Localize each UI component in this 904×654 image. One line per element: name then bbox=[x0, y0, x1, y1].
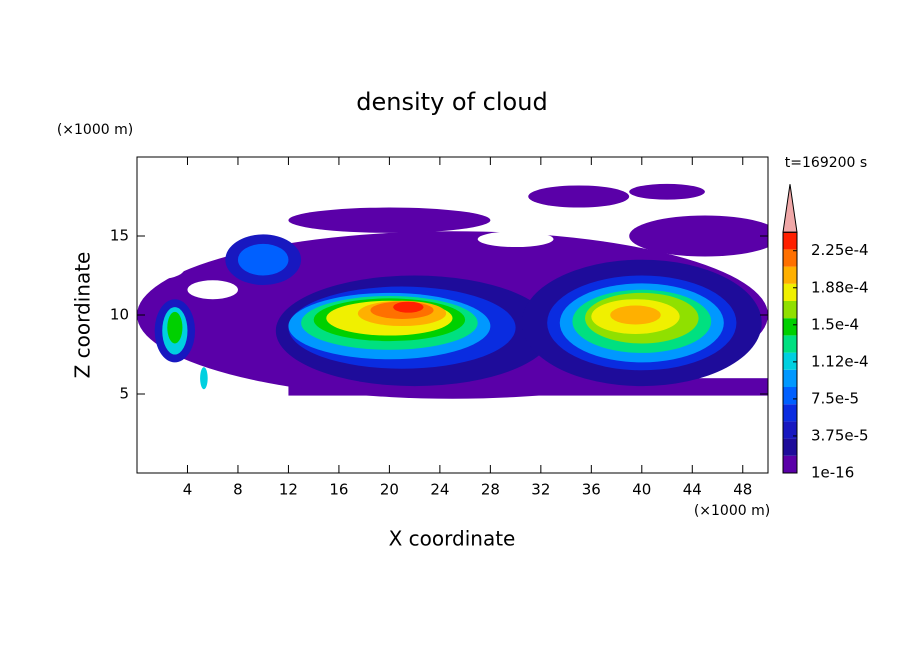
contour-region bbox=[137, 375, 165, 388]
colorbar-band bbox=[783, 318, 797, 336]
contour-region bbox=[629, 183, 705, 200]
colorbar-band bbox=[783, 387, 797, 405]
colorbar-extend bbox=[782, 184, 798, 233]
contour-field bbox=[137, 183, 768, 399]
colorbar-tick-label: 1.12e-4 bbox=[811, 352, 869, 370]
x-unit: (×1000 m) bbox=[694, 503, 770, 519]
colorbar-band bbox=[783, 335, 797, 353]
x-tick-label: 4 bbox=[183, 481, 193, 499]
colorbar-frame bbox=[782, 231, 798, 474]
contour-region bbox=[200, 367, 208, 390]
time-label: t=169200 s bbox=[785, 155, 867, 171]
colorbar-tick-label: 1.88e-4 bbox=[811, 278, 869, 296]
colorbar-band bbox=[783, 283, 797, 301]
y-tick-label: 15 bbox=[110, 227, 129, 245]
x-tick-label: 48 bbox=[733, 481, 752, 499]
contour-region bbox=[187, 280, 238, 300]
colorbar-band bbox=[783, 249, 797, 267]
colorbar-band bbox=[783, 421, 797, 439]
chart-title: density of cloud bbox=[356, 88, 547, 116]
x-axis-title: X coordinate bbox=[389, 527, 516, 551]
x-tick-label: 28 bbox=[481, 481, 500, 499]
x-tick-label: 32 bbox=[531, 481, 550, 499]
contour-region bbox=[528, 185, 630, 208]
colorbar-band bbox=[783, 352, 797, 370]
x-tick-label: 16 bbox=[329, 481, 348, 499]
colorbar-band bbox=[783, 301, 797, 319]
colorbar-tick-label: 1.5e-4 bbox=[811, 315, 859, 333]
contour-region bbox=[629, 215, 768, 257]
colorbar-band bbox=[783, 369, 797, 387]
colorbar-tick-label: 7.5e-5 bbox=[811, 389, 859, 407]
x-tick-label: 12 bbox=[279, 481, 298, 499]
contour-region bbox=[139, 256, 185, 279]
x-tick-label: 8 bbox=[233, 481, 243, 499]
contour-region bbox=[288, 207, 491, 233]
contour-region bbox=[477, 231, 554, 248]
y-tick-label: 10 bbox=[110, 306, 129, 324]
colorbar-band bbox=[783, 455, 797, 473]
x-tick-label: 44 bbox=[683, 481, 702, 499]
colorbar-band bbox=[783, 232, 797, 250]
contour-region bbox=[393, 301, 424, 313]
colorbar-tick-label: 2.25e-4 bbox=[811, 241, 869, 259]
contour-region bbox=[610, 305, 661, 325]
y-tick-label: 5 bbox=[119, 385, 129, 403]
y-axis-title: Z coordinate bbox=[71, 252, 95, 379]
colorbar-band bbox=[783, 266, 797, 284]
x-tick-label: 36 bbox=[582, 481, 601, 499]
colorbar-tick-label: 3.75e-5 bbox=[811, 426, 869, 444]
x-tick-label: 20 bbox=[380, 481, 399, 499]
colorbar-band bbox=[783, 438, 797, 456]
contour-region bbox=[237, 243, 289, 276]
x-tick-label: 24 bbox=[430, 481, 449, 499]
x-tick-label: 40 bbox=[632, 481, 651, 499]
contour-region bbox=[167, 311, 183, 344]
colorbar-tick-label: 1e-16 bbox=[811, 464, 854, 482]
y-unit: (×1000 m) bbox=[57, 122, 133, 138]
colorbar-band bbox=[783, 404, 797, 422]
